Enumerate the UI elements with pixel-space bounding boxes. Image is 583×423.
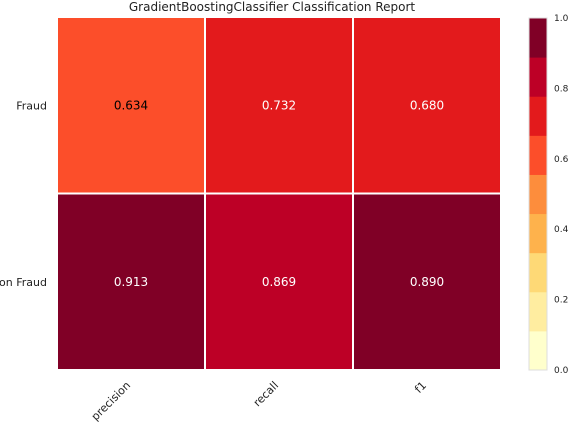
colorbar-segment: [529, 135, 547, 175]
heatmap-cell: [204, 16, 354, 195]
row-labels: Fraud Non Fraud: [0, 99, 47, 289]
heatmap-cells: 0.634 0.732 0.680 0.913 0.869 0.890: [56, 16, 502, 371]
colorbar: 0.0 0.2 0.4 0.6 0.8 1.0: [528, 14, 569, 376]
cell-value-label: 0.680: [410, 98, 444, 112]
heatmap-cell: [56, 192, 206, 371]
colorbar-tick-label: 0.0: [554, 366, 569, 376]
colorbar-segment: [529, 96, 547, 136]
row-label: Fraud: [16, 99, 47, 112]
colorbar-tick-label: 0.4: [554, 225, 569, 235]
cell-value-label: 0.732: [262, 98, 296, 112]
colorbar-tick-label: 0.6: [554, 155, 569, 165]
column-label: f1: [412, 379, 429, 396]
colorbar-segment: [529, 252, 547, 293]
cell-value-label: 0.634: [114, 98, 148, 112]
colorbar-segment: [529, 330, 547, 371]
colorbar-segment: [529, 213, 547, 254]
chart-title: GradientBoostingClassifier Classificatio…: [129, 0, 416, 14]
cell-value-label: 0.869: [262, 275, 296, 289]
heatmap-cell: [56, 16, 206, 195]
colorbar-segment: [529, 291, 547, 332]
colorbar-tick-label: 0.8: [554, 84, 569, 94]
heatmap-cell: [352, 16, 502, 195]
colorbar-tick-label: 1.0: [554, 14, 569, 24]
column-labels: precision recall f1: [89, 379, 429, 423]
column-label: recall: [251, 379, 281, 409]
heatmap-cell: [352, 192, 502, 371]
colorbar-segment: [529, 174, 547, 215]
colorbar-tick-label: 0.2: [554, 296, 568, 306]
column-label: precision: [89, 379, 133, 423]
colorbar-segment: [529, 18, 547, 58]
heatmap-cell: [204, 192, 354, 371]
colorbar-frame: [528, 17, 548, 371]
cell-value-label: 0.913: [114, 275, 148, 289]
cell-value-label: 0.890: [410, 275, 444, 289]
row-label: Non Fraud: [0, 276, 47, 289]
colorbar-segment: [529, 57, 547, 97]
